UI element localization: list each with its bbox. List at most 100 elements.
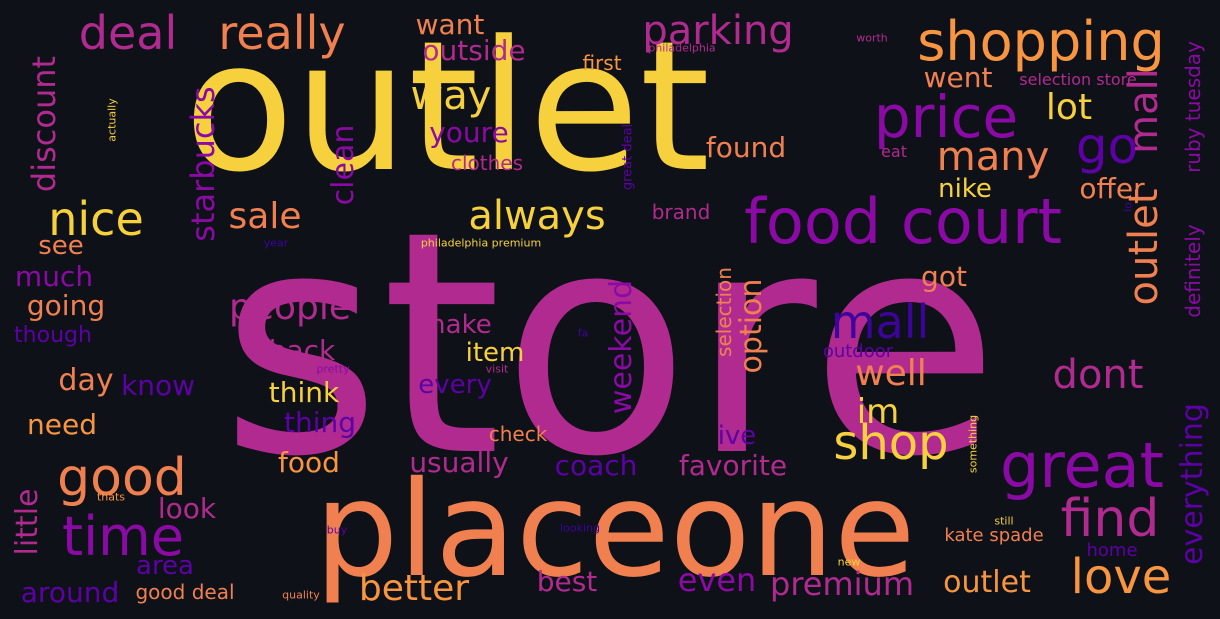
word-outlet: outlet (183, 3, 711, 212)
word-going: going (26, 289, 106, 322)
word-think: think (268, 376, 340, 409)
word-item: item (465, 338, 525, 368)
word-got: got (921, 260, 967, 293)
word-went: went (923, 61, 993, 94)
word-good-deal: good deal (135, 580, 235, 604)
word-fa: fa (577, 326, 589, 340)
word-pretty: pretty (316, 362, 350, 376)
word-find: find (1060, 489, 1160, 549)
word-check: check (488, 422, 548, 446)
word-clothes: clothes (450, 151, 524, 175)
word-little: little (10, 488, 45, 556)
word-food-court: food court (744, 185, 1062, 258)
word-time: time (61, 505, 185, 568)
word-weekend: weekend (604, 279, 639, 415)
word-premium: premium (770, 565, 914, 603)
word-something: something (966, 414, 980, 474)
word-im: im (856, 392, 900, 432)
word-lo: lo (1121, 202, 1135, 212)
word-year: year (263, 236, 289, 250)
word-first: first (582, 51, 622, 75)
word-see: see (38, 231, 84, 261)
word-still: still (994, 514, 1014, 528)
word-option: option (734, 278, 769, 374)
word-much: much (14, 260, 94, 293)
word-day: day (58, 363, 114, 398)
word-selection: selection (712, 267, 736, 357)
word-eat: eat (881, 142, 907, 161)
word-coach: coach (554, 449, 638, 482)
word-looking: looking (560, 521, 600, 535)
word-home: home (1086, 540, 1138, 561)
word-found: found (705, 131, 787, 164)
word-buy: buy (326, 523, 348, 537)
word-shopping: shopping (917, 10, 1165, 73)
word-nike: nike (938, 174, 992, 204)
word-though: though (14, 323, 92, 348)
word-even: even (677, 561, 757, 599)
word-kate-spade: kate spade (944, 525, 1044, 546)
word-want: want (415, 8, 485, 41)
word-new: new (837, 555, 861, 569)
word-great-deal: great deal (620, 123, 636, 191)
word-visit: visit (485, 362, 509, 376)
word-great: great (1000, 429, 1164, 502)
word-nice: nice (48, 192, 144, 246)
word-outlet-small: outlet (943, 565, 1031, 600)
word-discount: discount (25, 55, 63, 193)
word-ruby-tuesday: ruby tuesday (1181, 41, 1205, 173)
word-starbucks: starbucks (184, 86, 222, 242)
word-every: every (418, 370, 492, 400)
word-philadelphia: philadelphia (648, 41, 716, 55)
word-actually: actually (105, 98, 119, 142)
word-good: good (57, 448, 187, 508)
word-need: need (27, 408, 97, 441)
word-know: know (121, 369, 195, 402)
word-make: make (420, 310, 492, 340)
word-lot: lot (1045, 87, 1093, 128)
word-store: store (220, 165, 1000, 524)
word-outdoor: outdoor (822, 341, 894, 362)
word-usually: usually (409, 446, 509, 479)
word-food: food (278, 446, 340, 479)
word-many: many (936, 134, 1050, 180)
word-well: well (855, 353, 927, 394)
word-youre: youre (429, 116, 509, 149)
word-price: price (873, 83, 1019, 151)
word-people: people (228, 287, 352, 328)
word-sale: sale (228, 196, 302, 237)
word-worth: worth (856, 31, 888, 45)
word-thats: thats (96, 490, 126, 504)
word-placeone: placeone (314, 453, 916, 607)
word-go: go (1075, 117, 1139, 175)
word-deal: deal (78, 6, 178, 60)
word-dont: dont (1052, 352, 1144, 398)
word-look: look (157, 492, 217, 525)
word-selection-store: selection store (1019, 70, 1137, 89)
word-love: love (1070, 549, 1172, 605)
word-offer: offer (1079, 172, 1145, 205)
word-ive: ive (717, 421, 757, 451)
word-around: around (20, 576, 120, 609)
word-favorite: favorite (678, 449, 788, 482)
word-best: best (536, 565, 598, 598)
word-mall: mall (830, 295, 930, 349)
word-area: area (136, 551, 194, 581)
word-back: back (268, 334, 336, 367)
word-brand: brand (651, 200, 711, 224)
word-definitely: definitely (1181, 224, 1205, 318)
word-outside: outside (422, 34, 526, 67)
word-come: come (412, 278, 484, 308)
word-always: always (468, 193, 606, 239)
word-everything: everything (1175, 403, 1210, 565)
word-better: better (358, 568, 470, 609)
word-clean: clean (326, 124, 361, 206)
word-really: really (218, 6, 346, 60)
word-quality: quality (282, 588, 320, 602)
word-philadelphia-premium: philadelphia premium (420, 236, 542, 250)
word-way: way (410, 73, 492, 119)
word-thing: thing (283, 406, 357, 439)
word-shop: shop (833, 415, 949, 471)
word-parking: parking (642, 8, 794, 54)
